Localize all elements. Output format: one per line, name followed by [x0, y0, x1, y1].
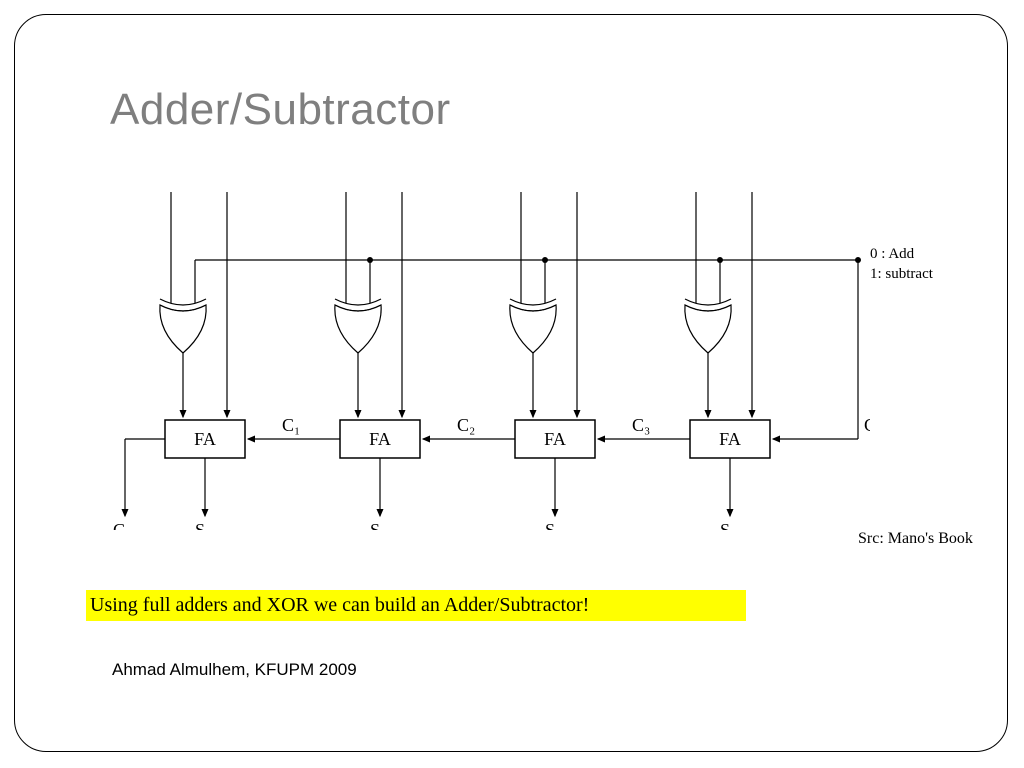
svg-text:C₃: C₃	[632, 415, 650, 435]
mode-add: 0 : Add	[870, 245, 933, 265]
svg-text:FA: FA	[194, 429, 216, 449]
svg-text:S₃: S₃	[195, 520, 211, 530]
page-title: Adder/Subtractor	[110, 85, 451, 135]
svg-text:S₁: S₁	[545, 520, 561, 530]
source-note: Src: Mano's Book	[858, 530, 973, 548]
circuit-svg: B₃A₃FAS₃B₂A₂FAS₂B₁A₁FAS₁B₀A₀FAS₀C₀C₃C₂C₁…	[100, 190, 870, 530]
mode-note: 0 : Add 1: subtract	[870, 245, 933, 284]
svg-text:C₄: C₄	[113, 520, 131, 530]
circuit-diagram: B₃A₃FAS₃B₂A₂FAS₂B₁A₁FAS₁B₀A₀FAS₀C₀C₃C₂C₁…	[100, 190, 870, 530]
svg-text:C₀: C₀	[864, 415, 870, 435]
svg-text:FA: FA	[719, 429, 741, 449]
svg-text:FA: FA	[369, 429, 391, 449]
svg-text:C₁: C₁	[282, 415, 300, 435]
svg-text:S₀: S₀	[720, 520, 736, 530]
svg-text:C₂: C₂	[457, 415, 475, 435]
caption-highlight: Using full adders and XOR we can build a…	[86, 590, 746, 621]
mode-sub: 1: subtract	[870, 265, 933, 285]
svg-text:S₂: S₂	[370, 520, 386, 530]
svg-text:FA: FA	[544, 429, 566, 449]
footer-text: Ahmad Almulhem, KFUPM 2009	[112, 660, 357, 680]
